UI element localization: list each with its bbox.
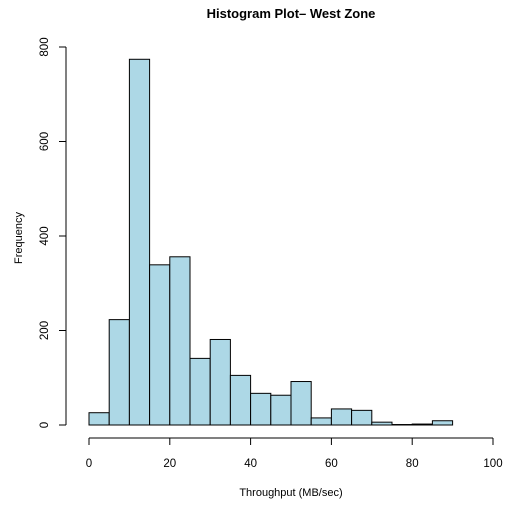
histogram-bar <box>351 409 373 426</box>
histogram-bar <box>149 264 171 426</box>
histogram-bar <box>229 374 252 426</box>
x-tick-label: 40 <box>244 458 257 470</box>
histogram-bar <box>169 256 191 426</box>
chart-title: Histogram Plot– West Zone <box>207 6 376 21</box>
bars-group <box>88 58 454 426</box>
histogram-bar <box>250 392 272 426</box>
histogram-bar <box>330 408 353 426</box>
x-axis-label: Throughput (MB/sec) <box>239 487 342 499</box>
histogram-bar <box>290 381 312 426</box>
histogram-bar <box>128 58 151 426</box>
histogram-bar <box>411 423 433 426</box>
y-tick-label: 0 <box>39 422 51 428</box>
histogram-bar <box>88 412 110 426</box>
x-tick-label: 20 <box>163 458 176 470</box>
histogram-bar <box>371 421 393 426</box>
histogram-bar <box>270 394 292 426</box>
x-axis: 0 20 40 60 80 100 <box>86 437 503 470</box>
histogram-bar <box>189 357 211 426</box>
histogram-bar <box>310 417 332 426</box>
y-tick-label: 800 <box>39 37 51 56</box>
x-tick-label: 80 <box>406 458 419 470</box>
y-tick-label: 400 <box>39 226 51 245</box>
histogram-bar <box>108 319 130 426</box>
x-tick-label: 60 <box>325 458 338 470</box>
histogram-bar <box>431 420 454 426</box>
histogram-bar <box>209 338 231 426</box>
y-tick-label: 200 <box>39 321 51 340</box>
y-axis: 0 200 400 600 800 <box>39 37 67 428</box>
y-axis-label: Frequency <box>13 212 25 264</box>
x-tick-label: 100 <box>483 458 502 470</box>
x-tick-label: 0 <box>86 458 92 470</box>
y-tick-label: 600 <box>39 132 51 151</box>
